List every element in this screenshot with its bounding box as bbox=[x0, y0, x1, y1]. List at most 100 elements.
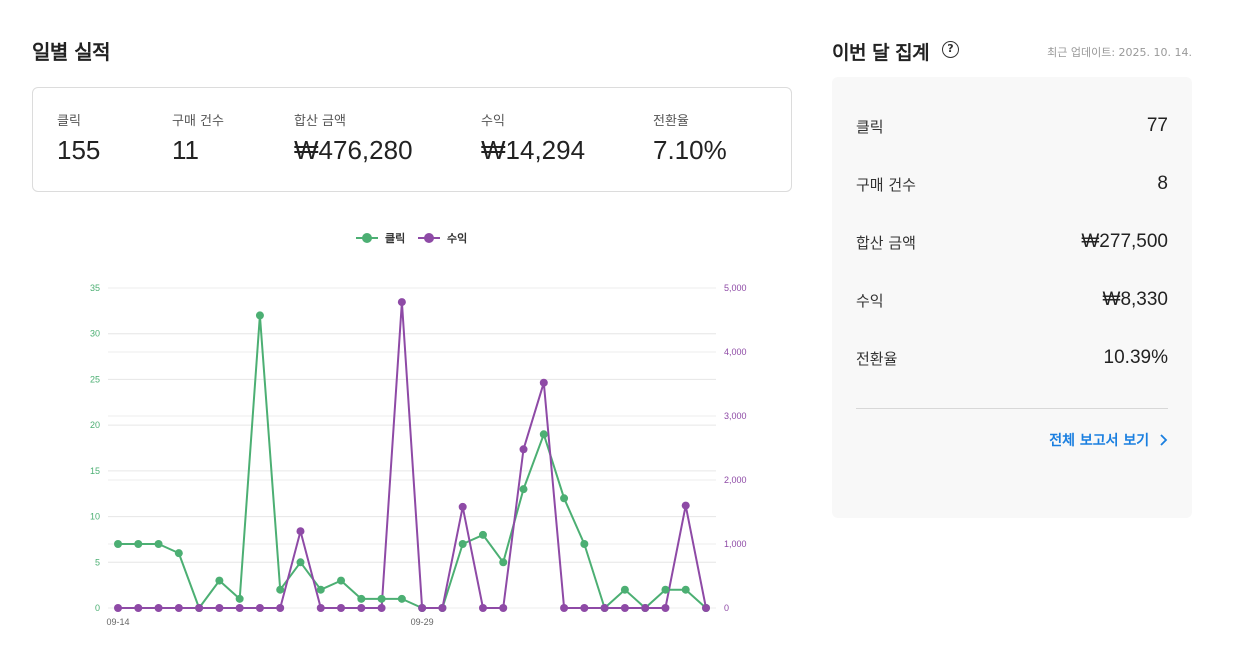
data-point-revenue bbox=[539, 378, 548, 387]
data-point-revenue bbox=[458, 502, 467, 511]
monthly-row-revenue: 수익 ₩8,330 bbox=[856, 285, 1168, 315]
stat-value: 155 bbox=[57, 135, 101, 165]
data-point-revenue bbox=[438, 604, 447, 612]
data-point-clicks bbox=[458, 540, 467, 548]
y-left-tick-label: 20 bbox=[90, 420, 100, 430]
data-point-revenue bbox=[255, 604, 264, 612]
legend-label: 수익 bbox=[447, 232, 467, 245]
data-point-revenue bbox=[276, 604, 285, 612]
monthly-value: 77 bbox=[1146, 115, 1168, 136]
stat-value: 11 bbox=[172, 135, 199, 165]
daily-summary-card: 클릭 155 구매 건수 11 합산 금액 ₩476,280 수익 ₩14,29… bbox=[32, 87, 792, 192]
monthly-divider bbox=[856, 408, 1168, 409]
data-point-revenue bbox=[499, 604, 508, 612]
y-right-tick-label: 2,000 bbox=[724, 475, 747, 485]
data-point-clicks bbox=[560, 494, 569, 503]
monthly-value: 10.39% bbox=[1103, 347, 1168, 368]
data-point-clicks bbox=[519, 485, 528, 494]
data-point-revenue bbox=[620, 604, 629, 612]
data-point-clicks bbox=[154, 540, 163, 548]
data-point-revenue bbox=[154, 604, 163, 612]
monthly-title: 이번 달 집계 bbox=[832, 42, 930, 64]
data-point-revenue bbox=[418, 604, 427, 612]
monthly-value: ₩277,500 bbox=[1081, 231, 1168, 252]
y-left-tick-label: 35 bbox=[90, 283, 100, 293]
data-point-revenue bbox=[337, 604, 346, 612]
y-right-tick-label: 5,000 bbox=[724, 283, 747, 293]
data-point-revenue bbox=[519, 445, 528, 454]
monthly-label: 수익 bbox=[856, 291, 884, 310]
y-left-tick-label: 30 bbox=[90, 329, 100, 339]
stat-label: 합산 금액 bbox=[294, 114, 346, 129]
data-point-revenue bbox=[377, 604, 386, 612]
data-point-clicks bbox=[539, 430, 548, 439]
data-point-clicks bbox=[296, 558, 305, 567]
y-left-tick-label: 5 bbox=[95, 557, 100, 567]
stat-conversion-rate: 전환율 7.10% bbox=[653, 110, 727, 166]
data-point-clicks bbox=[215, 576, 224, 585]
y-left-tick-label: 25 bbox=[90, 374, 100, 384]
data-point-revenue bbox=[681, 501, 690, 510]
monthly-value: 8 bbox=[1157, 173, 1168, 194]
stat-clicks: 클릭 155 bbox=[57, 110, 100, 166]
data-point-revenue bbox=[114, 604, 122, 612]
stat-value: 7.10% bbox=[653, 135, 727, 165]
y-right-tick-label: 1,000 bbox=[724, 539, 747, 549]
data-point-revenue bbox=[478, 604, 487, 612]
data-point-clicks bbox=[620, 585, 629, 594]
question-circle-icon[interactable]: ? bbox=[942, 41, 959, 58]
stat-label: 클릭 bbox=[57, 114, 81, 129]
y-left-tick-label: 10 bbox=[90, 512, 100, 522]
daily-chart-svg[interactable]: 0 5 10 15 20 25 30 35 0 1,000 2,000 3,000 4,000 5,000… bbox=[60, 220, 780, 640]
data-point-clicks bbox=[377, 594, 386, 603]
data-point-revenue bbox=[174, 604, 183, 612]
full-report-link[interactable]: 전체 보고서 보기 bbox=[1049, 430, 1168, 450]
data-point-revenue bbox=[316, 604, 325, 612]
data-point-revenue bbox=[235, 604, 244, 612]
y-right-tick-label: 4,000 bbox=[724, 347, 747, 357]
stat-label: 전환율 bbox=[653, 114, 689, 129]
monthly-row-purchases: 구매 건수 8 bbox=[856, 169, 1168, 199]
stat-value: ₩476,280 bbox=[294, 135, 413, 165]
y-right-tick-label: 3,000 bbox=[724, 411, 747, 421]
data-point-revenue bbox=[560, 604, 569, 612]
data-point-revenue bbox=[296, 527, 305, 536]
x-tick-label: 09-14 bbox=[106, 617, 129, 627]
monthly-row-total-amount: 합산 금액 ₩277,500 bbox=[856, 227, 1168, 257]
stat-value: ₩14,294 bbox=[481, 135, 586, 165]
daily-title: 일별 실적 bbox=[32, 40, 111, 64]
data-point-clicks bbox=[255, 311, 264, 320]
y-left-tick-label: 15 bbox=[90, 466, 100, 476]
data-point-revenue bbox=[661, 604, 670, 612]
legend-marker bbox=[424, 233, 434, 243]
data-point-revenue bbox=[357, 604, 366, 612]
data-point-clicks bbox=[134, 540, 143, 548]
chevron-right-icon bbox=[1160, 434, 1168, 446]
data-point-clicks bbox=[661, 585, 670, 594]
daily-chart[interactable]: 0 5 10 15 20 25 30 35 0 1,000 2,000 3,000 4,000 5,000… bbox=[60, 220, 780, 640]
series-line-clicks bbox=[118, 314, 707, 609]
legend-marker bbox=[362, 233, 372, 243]
y-left-tick-label: 0 bbox=[95, 603, 100, 613]
data-point-revenue bbox=[702, 604, 710, 612]
monthly-summary-panel: 클릭 77 구매 건수 8 합산 금액 ₩277,500 수익 ₩8,330 전… bbox=[832, 77, 1192, 518]
y-right-tick-label: 0 bbox=[724, 603, 729, 613]
last-updated: 최근 업데이트: 2025. 10. 14. bbox=[1047, 46, 1192, 59]
stat-label: 수익 bbox=[481, 114, 505, 129]
data-point-clicks bbox=[114, 540, 122, 548]
stat-purchases: 구매 건수 11 bbox=[172, 110, 224, 166]
data-point-clicks bbox=[357, 594, 366, 603]
data-point-clicks bbox=[397, 594, 406, 603]
full-report-label: 전체 보고서 보기 bbox=[1049, 433, 1150, 449]
monthly-row-conversion-rate: 전환율 10.39% bbox=[856, 343, 1168, 373]
legend-label: 클릭 bbox=[385, 232, 405, 245]
data-point-clicks bbox=[337, 576, 346, 585]
data-point-revenue bbox=[134, 604, 143, 612]
monthly-label: 클릭 bbox=[856, 117, 884, 136]
data-point-clicks bbox=[580, 540, 589, 548]
monthly-value: ₩8,330 bbox=[1102, 289, 1168, 310]
data-point-clicks bbox=[478, 530, 487, 539]
data-point-clicks bbox=[316, 585, 325, 594]
monthly-label: 전환율 bbox=[856, 349, 898, 368]
data-point-clicks bbox=[499, 558, 508, 567]
